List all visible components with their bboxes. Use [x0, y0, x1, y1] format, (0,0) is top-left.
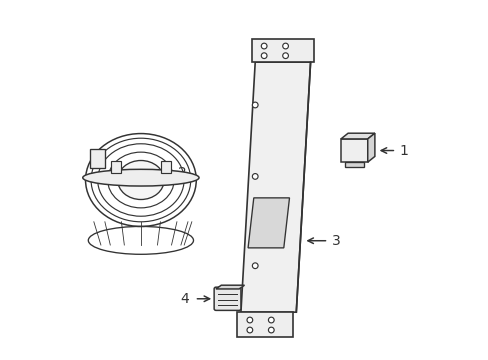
Text: 4: 4 — [180, 292, 189, 306]
Polygon shape — [367, 133, 374, 162]
Circle shape — [282, 53, 288, 59]
FancyBboxPatch shape — [110, 161, 121, 173]
Circle shape — [246, 327, 252, 333]
Polygon shape — [241, 62, 310, 312]
Polygon shape — [344, 162, 364, 167]
Circle shape — [252, 174, 258, 179]
Circle shape — [268, 327, 274, 333]
Circle shape — [261, 53, 266, 59]
Polygon shape — [251, 39, 313, 62]
Polygon shape — [216, 285, 244, 289]
Text: 3: 3 — [331, 234, 340, 248]
Circle shape — [246, 317, 252, 323]
Polygon shape — [340, 133, 374, 139]
Circle shape — [282, 43, 288, 49]
Circle shape — [261, 43, 266, 49]
Ellipse shape — [118, 161, 164, 199]
Ellipse shape — [82, 169, 199, 186]
Circle shape — [252, 102, 258, 108]
Text: 1: 1 — [399, 144, 408, 158]
Polygon shape — [247, 198, 289, 248]
FancyBboxPatch shape — [340, 139, 367, 162]
FancyBboxPatch shape — [214, 287, 241, 310]
FancyBboxPatch shape — [160, 161, 171, 173]
Circle shape — [252, 263, 258, 269]
Circle shape — [268, 317, 274, 323]
FancyBboxPatch shape — [90, 149, 104, 168]
Polygon shape — [237, 312, 292, 337]
Text: 2: 2 — [178, 166, 187, 180]
